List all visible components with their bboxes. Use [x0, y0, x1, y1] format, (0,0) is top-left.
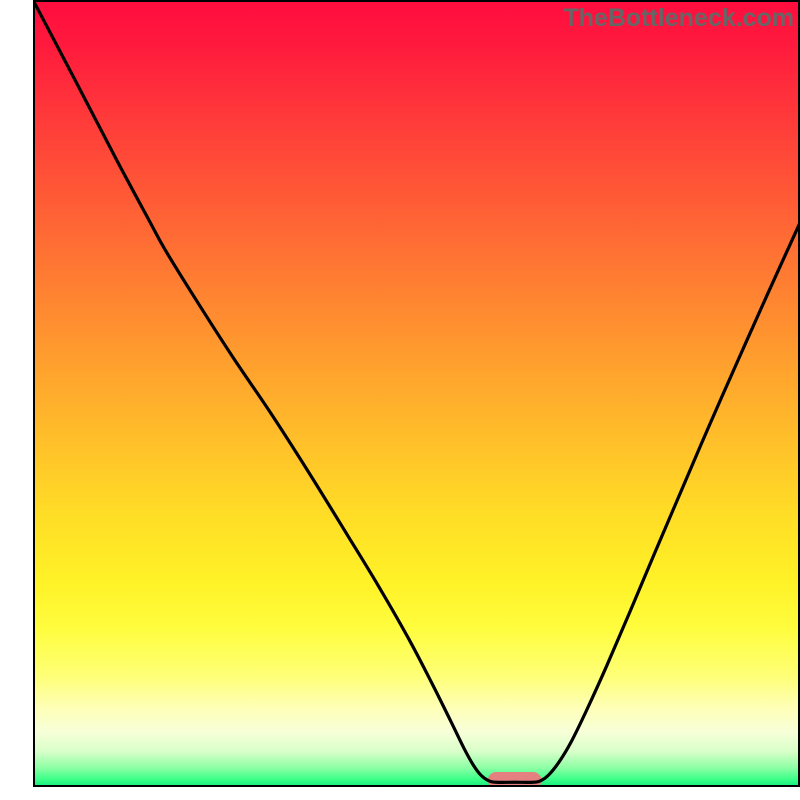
plot-frame [34, 1, 799, 786]
bottleneck-curve [33, 0, 800, 782]
optimum-marker [488, 772, 542, 787]
chart-container: TheBottleneck.com [0, 0, 800, 800]
plot-area [33, 0, 800, 787]
curve-layer [33, 0, 800, 787]
watermark-text: TheBottleneck.com [563, 4, 794, 33]
